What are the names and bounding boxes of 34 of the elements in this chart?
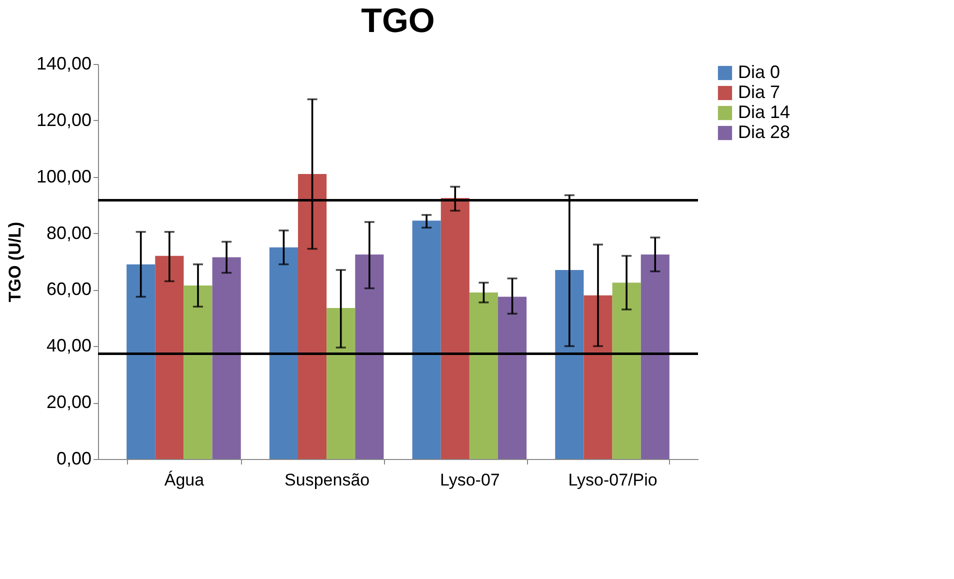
y-tick-label: 20,00: [46, 392, 92, 412]
bar: [126, 264, 156, 459]
bar: [326, 308, 356, 459]
legend-label: Dia 14: [738, 102, 790, 122]
x-tick-label: Água: [164, 470, 205, 490]
bar: [640, 254, 670, 459]
chart-title: TGO: [361, 2, 435, 40]
bar: [584, 295, 612, 459]
bar: [498, 296, 527, 459]
y-tick-label: 0,00: [56, 448, 92, 468]
bar: [469, 292, 498, 459]
bar: [298, 174, 327, 459]
bar: [412, 220, 441, 459]
bar: [355, 254, 384, 459]
y-tick-label: 80,00: [46, 222, 92, 243]
bar: [155, 256, 184, 459]
y-axis-title: TGO (U/L): [5, 222, 24, 302]
bar: [612, 282, 641, 459]
legend-label: Dia 7: [738, 82, 780, 102]
bar: [269, 247, 298, 459]
x-tick-label: Suspensão: [284, 470, 370, 490]
y-tick-label: 120,00: [36, 110, 92, 130]
y-tick-label: 140,00: [36, 54, 92, 74]
bar: [212, 257, 241, 459]
y-tick-label: 60,00: [46, 279, 92, 300]
bar: [184, 285, 212, 459]
legend-label: Dia 0: [738, 62, 780, 82]
bar: [555, 270, 584, 459]
y-tick-label: 40,00: [46, 336, 92, 356]
bar: [440, 198, 470, 459]
legend-label: Dia 28: [738, 122, 790, 142]
y-tick-label: 100,00: [36, 166, 92, 186]
x-tick-label: Lyso-07/Pio: [568, 470, 658, 490]
x-tick-label: Lyso-07: [440, 470, 500, 490]
